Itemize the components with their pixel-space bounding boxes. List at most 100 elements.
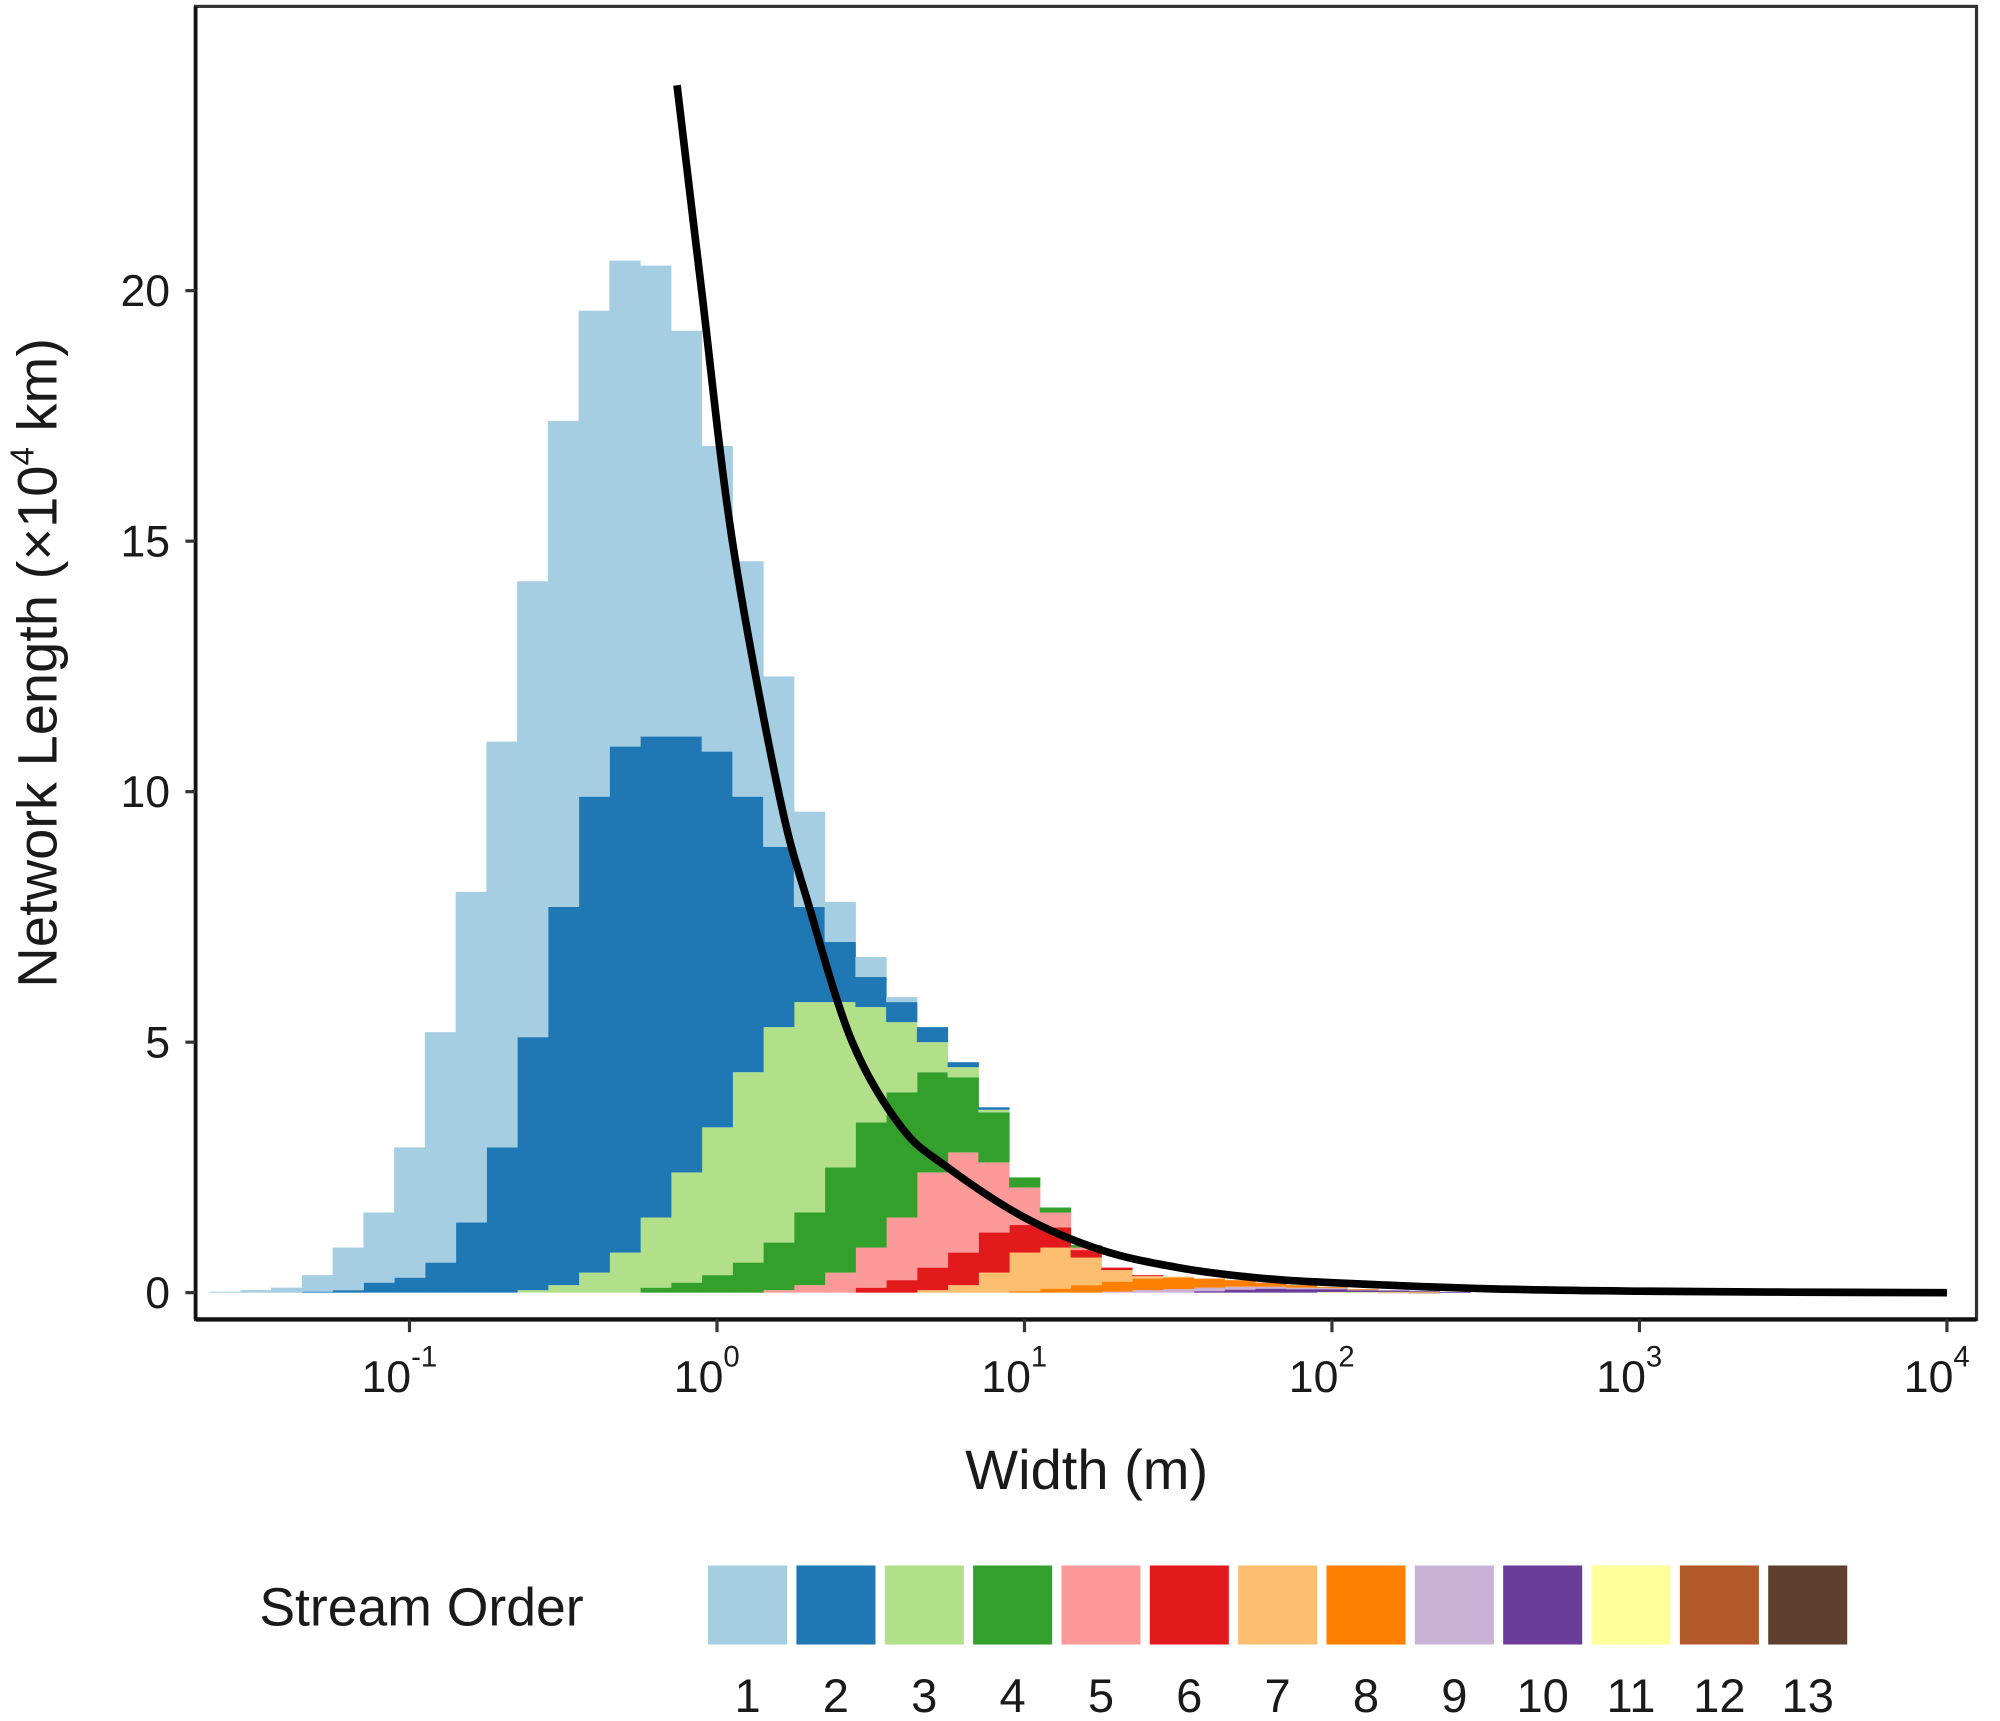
bar-order-1 [455,891,487,1223]
legend-key-order-3 [884,1565,964,1645]
legend-title: Stream Order [259,1578,583,1637]
bar-order-8 [1070,1285,1102,1293]
legend-label: 3 [911,1669,937,1721]
bar-order-10 [1347,1290,1379,1293]
bar-order-4 [978,1112,1010,1163]
bar-order-1 [271,1287,303,1293]
bar-order-5 [886,1217,918,1281]
bar-order-10 [1408,1290,1441,1292]
bar-order-1 [424,1032,457,1263]
bar-order-2 [947,1062,979,1068]
bar-order-4 [732,1262,764,1293]
x-tick-base: 10 [1596,1353,1646,1402]
bar-order-3 [763,1027,795,1243]
legend-label: 6 [1176,1669,1202,1721]
legend-label: 10 [1516,1669,1568,1721]
bar-order-3 [947,1067,979,1078]
bar-order-10 [1224,1289,1256,1293]
bar-order-1 [609,260,641,747]
x-axis-title: Width (m) [965,1438,1208,1501]
legend-key-order-7 [1238,1565,1318,1645]
bar-order-1 [793,811,826,907]
legend-key-order-13 [1768,1565,1848,1645]
bar-order-2 [916,1027,949,1043]
legend-label: 8 [1353,1669,1379,1721]
x-tick-exp: 0 [723,1341,739,1374]
bar-order-5 [916,1172,949,1268]
bar-order-7 [1009,1252,1041,1292]
bar-order-9 [1101,1291,1133,1293]
bar-order-7 [947,1285,979,1293]
legend-key-order-1 [708,1565,788,1645]
bar-order-1 [670,330,703,737]
bar-order-8 [1316,1287,1348,1289]
bar-order-6 [916,1267,949,1291]
legend-key-order-11 [1591,1565,1671,1645]
bar-order-2 [332,1290,364,1293]
bar-order-6 [978,1232,1010,1273]
bar-order-1 [886,997,918,1003]
bar-order-4 [670,1282,703,1293]
x-tick-base: 10 [674,1353,724,1402]
bar-order-8 [1101,1281,1133,1292]
bar-order-5 [855,1247,887,1288]
x-tick-base: 10 [981,1353,1031,1402]
bar-order-2 [609,746,641,1253]
bar-order-2 [978,1107,1010,1110]
y-tick-label: 0 [145,1269,170,1318]
legend-label: 4 [1000,1669,1026,1721]
bar-order-2 [701,751,733,1128]
bar-order-3 [547,1285,580,1293]
bar-order-9 [1162,1289,1195,1293]
bar-order-6 [1132,1275,1164,1277]
bar-order-11 [1378,1291,1410,1293]
bar-order-3 [701,1127,733,1276]
legend-key-order-4 [973,1565,1053,1645]
bar-order-1 [578,310,610,797]
bar-order-4 [763,1242,795,1291]
legend-key-order-6 [1149,1565,1229,1645]
bar-order-4 [640,1287,672,1293]
bar-order-1 [517,581,549,1038]
bar-order-7 [1070,1257,1102,1286]
legend-label: 11 [1607,1669,1656,1721]
bar-order-3 [916,1042,949,1073]
bar-order-8 [1193,1278,1225,1288]
x-tick-base: 10 [1904,1353,1954,1402]
bar-order-5 [824,1272,856,1293]
legend-label: 2 [823,1669,849,1721]
bar-order-8 [1285,1285,1318,1288]
bar-order-4 [701,1275,733,1293]
bar-order-3 [517,1290,549,1293]
bar-order-7 [1101,1270,1133,1282]
bar-order-1 [301,1275,334,1292]
legend-key-order-8 [1326,1565,1406,1645]
legend-label: 12 [1693,1669,1745,1721]
bar-order-8 [1255,1282,1287,1287]
x-tick-label: 10-1 [361,1341,437,1402]
bar-order-11 [1347,1292,1379,1293]
x-tick-label: 103 [1596,1341,1662,1402]
bar-order-2 [855,977,887,1008]
bar-order-2 [640,736,672,1218]
x-tick-label: 104 [1904,1341,1970,1402]
bar-order-9 [1193,1287,1225,1292]
bar-order-4 [793,1212,826,1286]
bar-order-7 [1132,1276,1164,1279]
legend-key-order-2 [796,1565,876,1645]
bar-order-3 [824,1002,856,1168]
bar-order-10 [1255,1288,1287,1293]
x-tick-label: 102 [1289,1341,1355,1402]
y-tick-label: 5 [145,1018,170,1067]
bar-order-3 [640,1217,672,1288]
bar-order-2 [424,1262,457,1293]
bar-order-9 [1347,1289,1379,1291]
bar-order-10 [1193,1291,1225,1293]
bar-order-4 [1039,1207,1072,1213]
x-tick-exp: -1 [411,1341,437,1374]
bar-order-1 [394,1147,426,1278]
legend-label: 13 [1781,1669,1833,1721]
bar-order-1 [824,901,856,942]
bar-order-7 [1039,1247,1072,1289]
